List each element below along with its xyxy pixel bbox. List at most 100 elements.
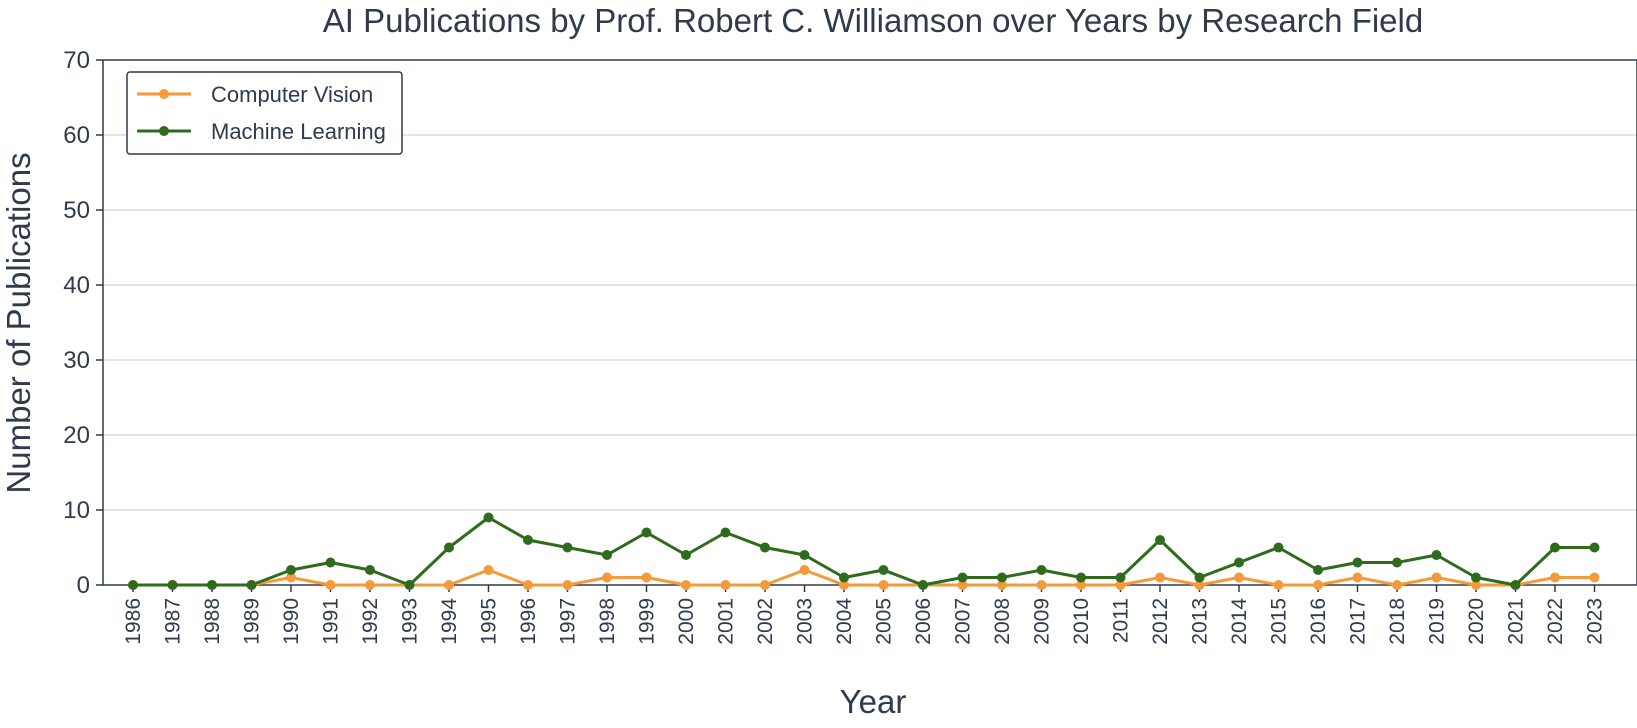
x-tick-label: 2003 <box>794 598 817 645</box>
x-axis-ticks: 1986 1987 1988 1989 1990 1991 1992 1993 1994 1995… <box>122 585 1607 645</box>
x-tick-label: 2000 <box>675 598 698 645</box>
data-point <box>325 580 336 590</box>
x-tick-label: 2013 <box>1189 598 1212 645</box>
data-point <box>799 565 810 575</box>
y-tick-label: 50 <box>63 197 90 224</box>
data-point <box>365 580 375 590</box>
data-point <box>602 572 612 583</box>
x-tick-label: 1995 <box>478 598 501 645</box>
x-tick-label: 2008 <box>991 598 1014 645</box>
y-tick-label: 20 <box>63 422 90 449</box>
data-point <box>444 542 454 553</box>
y-tick-label: 10 <box>63 497 90 524</box>
gridlines <box>103 134 1637 511</box>
y-tick-label: 40 <box>63 272 90 299</box>
data-point <box>1471 580 1481 590</box>
data-point <box>720 527 731 538</box>
data-point <box>404 580 415 590</box>
data-point <box>1392 580 1402 590</box>
data-point <box>1431 550 1442 560</box>
data-point <box>444 580 454 590</box>
data-point <box>839 572 849 583</box>
data-point <box>365 565 375 575</box>
series-2 <box>128 512 1600 590</box>
data-point <box>1352 557 1363 568</box>
x-tick-label: 2016 <box>1307 598 1330 645</box>
x-tick-label: 1998 <box>596 598 619 645</box>
data-point <box>720 580 731 590</box>
series-1 <box>128 565 1600 590</box>
data-point <box>1076 572 1086 583</box>
data-point <box>1155 535 1165 545</box>
data-point <box>681 580 691 590</box>
x-tick-label: 2011 <box>1110 598 1133 643</box>
data-point <box>1273 580 1284 590</box>
x-tick-label: 2007 <box>952 598 975 645</box>
x-tick-label: 1987 <box>162 598 185 645</box>
data-point <box>1313 565 1323 575</box>
y-tick-label: 30 <box>63 347 90 374</box>
data-point <box>1234 572 1244 583</box>
data-point <box>1194 572 1205 583</box>
data-point <box>997 580 1007 590</box>
data-point <box>1392 557 1402 568</box>
data-point <box>128 580 138 590</box>
x-tick-label: 1990 <box>280 598 303 645</box>
data-point <box>1036 580 1047 590</box>
data-point <box>681 550 691 560</box>
y-tick-label: 70 <box>63 47 90 74</box>
x-tick-label: 2023 <box>1584 598 1607 645</box>
data-point <box>1510 580 1521 590</box>
data-point <box>878 580 889 590</box>
data-point <box>167 580 178 590</box>
data-point <box>957 572 968 583</box>
x-tick-label: 1993 <box>399 598 422 645</box>
series-layer <box>128 512 1600 590</box>
x-tick-label: 2015 <box>1268 598 1291 645</box>
data-point <box>957 580 968 590</box>
x-tick-label: 2022 <box>1544 598 1567 645</box>
data-point <box>1076 580 1086 590</box>
legend-item: Machine Learning <box>137 119 386 144</box>
data-point <box>286 565 296 575</box>
legend: Computer Vision Machine Learning <box>126 71 403 155</box>
x-tick-label: 2005 <box>873 598 896 645</box>
data-point <box>1313 580 1323 590</box>
data-point <box>641 527 652 538</box>
legend-swatch-marker <box>159 126 169 136</box>
x-tick-label: 1996 <box>517 598 540 645</box>
data-point <box>523 580 533 590</box>
data-point <box>1589 542 1600 553</box>
x-tick-label: 2009 <box>1031 598 1054 645</box>
data-point <box>523 535 533 545</box>
data-point <box>1431 572 1442 583</box>
x-tick-label: 2021 <box>1505 598 1528 645</box>
y-tick-label: 60 <box>63 122 90 149</box>
data-point <box>1550 542 1560 553</box>
data-point <box>799 550 810 560</box>
data-point <box>1155 572 1165 583</box>
data-point <box>483 565 494 575</box>
y-axis-ticks: 0 10 20 30 40 50 60 70 <box>63 47 103 599</box>
x-tick-label: 2004 <box>833 598 856 645</box>
data-point <box>286 572 296 583</box>
data-point <box>562 580 573 590</box>
data-point <box>246 580 257 590</box>
legend-label: Machine Learning <box>211 119 386 144</box>
x-tick-label: 2018 <box>1386 598 1409 645</box>
y-axis-label: Number of Publications <box>0 152 37 493</box>
data-point <box>641 572 652 583</box>
data-point <box>1115 572 1126 583</box>
data-point <box>918 580 928 590</box>
x-tick-label: 2001 <box>715 598 738 645</box>
x-tick-label: 2019 <box>1426 598 1449 645</box>
data-point <box>1550 572 1560 583</box>
legend-box <box>126 71 403 155</box>
x-tick-label: 1999 <box>636 598 659 645</box>
series-line <box>133 516 1595 587</box>
data-point <box>1471 572 1481 583</box>
x-tick-label: 2002 <box>754 598 777 645</box>
data-point <box>562 542 573 553</box>
data-point <box>760 542 770 553</box>
data-point <box>1589 572 1600 583</box>
